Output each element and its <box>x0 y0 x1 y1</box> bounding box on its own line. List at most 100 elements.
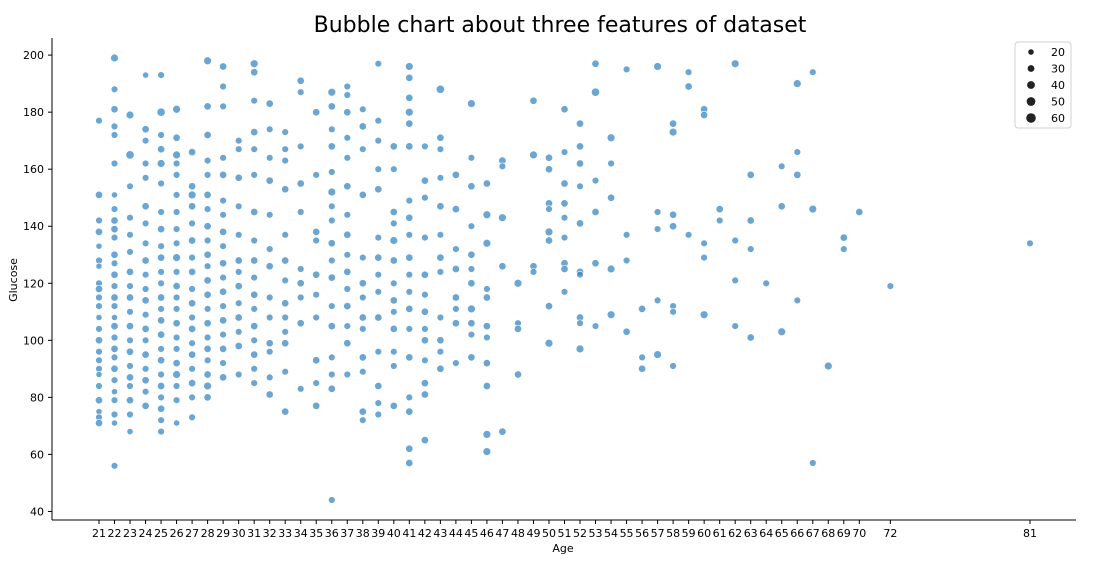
data-point <box>265 262 274 271</box>
data-point <box>374 253 383 262</box>
data-point <box>343 285 351 293</box>
data-point <box>343 134 351 142</box>
data-point <box>421 325 429 333</box>
data-point <box>281 128 289 136</box>
data-point <box>203 333 212 342</box>
data-point <box>157 404 166 413</box>
data-point <box>173 419 180 427</box>
data-point <box>405 93 414 102</box>
data-point <box>405 73 414 82</box>
data-point <box>328 216 336 225</box>
data-point <box>560 148 569 156</box>
data-point <box>312 356 321 365</box>
y-tick-label: 120 <box>23 277 44 290</box>
y-tick-label: 40 <box>30 505 44 518</box>
data-point <box>266 154 274 162</box>
data-point <box>436 253 445 262</box>
legend-marker <box>1026 113 1036 123</box>
data-point <box>126 214 134 222</box>
x-tick-label: 43 <box>433 527 447 540</box>
data-point <box>436 336 445 345</box>
data-point <box>110 353 119 362</box>
data-point <box>172 191 181 199</box>
x-tick-label: 62 <box>728 527 742 540</box>
x-tick-label: 28 <box>201 527 215 540</box>
data-point <box>374 313 383 322</box>
data-point <box>265 339 274 348</box>
x-tick-label: 69 <box>837 527 851 540</box>
data-point <box>281 313 289 322</box>
data-point <box>281 299 290 308</box>
x-tick-label: 41 <box>402 527 416 540</box>
data-point <box>374 348 382 356</box>
data-point <box>669 362 677 370</box>
legend-marker <box>1028 49 1034 55</box>
data-point <box>95 371 103 378</box>
data-point <box>203 262 212 270</box>
data-point <box>405 231 413 239</box>
data-point <box>560 179 569 188</box>
data-point <box>266 245 274 253</box>
data-point <box>560 199 569 208</box>
data-point <box>343 322 351 330</box>
data-point <box>235 370 243 379</box>
data-point <box>653 350 662 359</box>
data-point <box>157 242 165 250</box>
data-point <box>405 271 413 279</box>
data-point <box>157 356 166 365</box>
data-point <box>638 304 647 313</box>
data-point <box>203 205 212 213</box>
data-point <box>111 191 118 199</box>
data-point <box>126 410 134 419</box>
data-point <box>436 174 445 182</box>
x-tick-label: 24 <box>139 527 153 540</box>
x-tick-label: 58 <box>666 527 680 540</box>
data-point <box>157 393 165 402</box>
data-point <box>172 319 181 328</box>
x-tick-label: 23 <box>123 527 137 540</box>
data-point <box>343 154 351 162</box>
data-point <box>343 230 352 239</box>
data-point <box>110 282 119 290</box>
data-point <box>514 370 522 379</box>
data-point <box>219 259 228 268</box>
data-point <box>141 137 150 145</box>
data-point <box>405 304 414 313</box>
data-point <box>110 250 119 259</box>
data-point <box>390 219 398 228</box>
data-point <box>110 322 119 331</box>
data-point <box>141 239 150 248</box>
x-tick-label: 47 <box>495 527 509 540</box>
size-legend: 20 30 40 50 60 <box>1014 41 1072 129</box>
data-point <box>389 324 398 333</box>
data-point <box>172 396 181 404</box>
data-point <box>250 336 258 344</box>
chart-title: Bubble chart about three features of dat… <box>314 13 807 38</box>
data-point <box>95 190 103 199</box>
data-point <box>126 293 134 302</box>
data-point <box>188 202 197 211</box>
data-point <box>188 324 197 333</box>
data-point <box>126 396 134 405</box>
data-point <box>188 393 196 402</box>
data-point <box>389 236 399 245</box>
data-point <box>514 324 522 333</box>
data-point <box>235 299 243 307</box>
x-tick-label: 59 <box>682 527 696 540</box>
legend-label: 30 <box>1051 63 1065 76</box>
data-point <box>374 410 382 419</box>
data-point <box>219 373 228 382</box>
data-point <box>467 319 476 328</box>
data-point <box>234 256 243 265</box>
data-point <box>157 268 165 276</box>
data-point <box>452 305 460 313</box>
data-point <box>95 242 103 250</box>
data-point <box>576 319 584 327</box>
data-point <box>250 290 259 299</box>
data-point <box>389 296 398 305</box>
data-point <box>250 379 258 387</box>
data-point <box>405 353 414 362</box>
data-point <box>172 359 181 368</box>
data-point <box>111 388 118 396</box>
